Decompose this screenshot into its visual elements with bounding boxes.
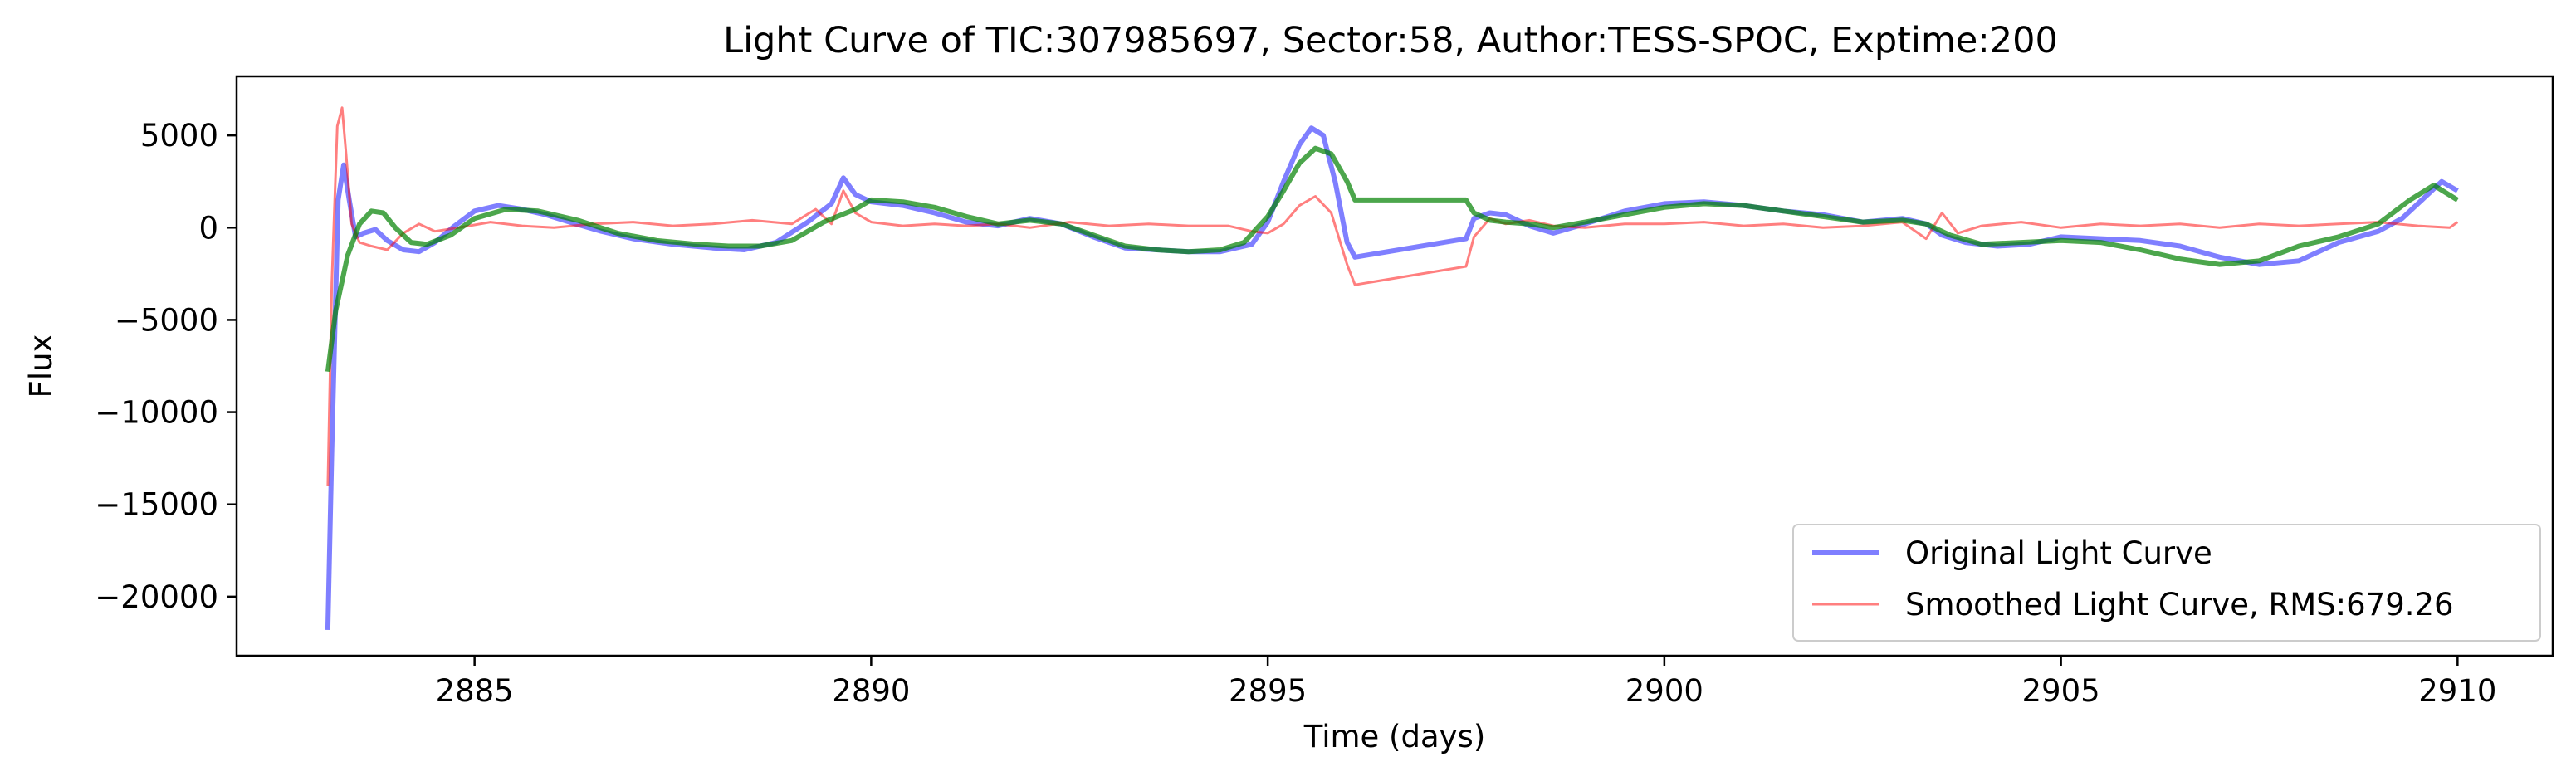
y-tick-label: −5000	[115, 302, 218, 338]
y-tick-label: 5000	[140, 118, 218, 154]
legend: Original Light Curve Smoothed Light Curv…	[1792, 524, 2541, 642]
x-tick-label: 2905	[2022, 673, 2100, 709]
x-tick-label: 2885	[436, 673, 514, 709]
series-line-fit-curve	[325, 145, 2459, 373]
y-tick-label: −10000	[95, 395, 218, 431]
legend-box	[1792, 524, 2541, 642]
legend-label-smoothed: Smoothed Light Curve, RMS:679.26	[1905, 587, 2454, 622]
y-tick-label: 0	[198, 210, 218, 246]
y-ticks: 5000 0 −5000 −10000 −15000 −20000	[95, 118, 237, 615]
y-tick-label: −15000	[95, 487, 218, 523]
series-line-smoothed-light-curve	[326, 106, 2459, 486]
x-axis-label: Time (days)	[1303, 719, 1486, 754]
y-tick-label: −20000	[95, 579, 218, 615]
y-axis-label: Flux	[23, 334, 59, 398]
plot-area	[325, 106, 2459, 630]
axes-frame	[235, 75, 2554, 657]
legend-label-original: Original Light Curve	[1905, 535, 2212, 571]
x-ticks: 2885 2890 2895 2900 2905 2910	[436, 656, 2496, 709]
x-tick-label: 2890	[832, 673, 910, 709]
x-tick-label: 2900	[1625, 673, 1703, 709]
x-tick-label: 2895	[1229, 673, 1307, 709]
x-tick-label: 2910	[2418, 673, 2496, 709]
chart-title: Light Curve of TIC:307985697, Sector:58,…	[723, 20, 2058, 61]
